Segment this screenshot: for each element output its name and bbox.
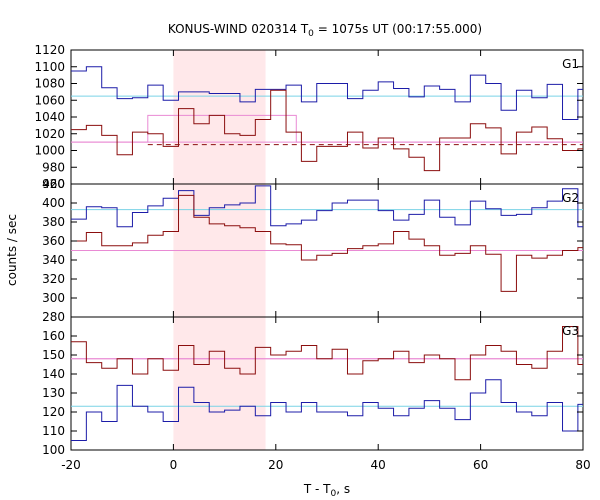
shaded-interval-G1	[173, 50, 266, 184]
y-tick-label-G1-1: 980	[42, 160, 65, 174]
y-tick-label-G3-5: 150	[42, 348, 65, 362]
x-tick-label-4: 60	[473, 458, 488, 472]
x-label-subscript: 0	[331, 489, 337, 499]
y-tick-label-G3-4: 140	[42, 367, 65, 381]
x-tick-label-0: -20	[61, 458, 81, 472]
series-G2-blue	[71, 185, 583, 228]
y-tick-label-G2-0: 280	[42, 310, 65, 324]
y-tick-label-G1-6: 1080	[34, 77, 65, 91]
y-tick-label-G2-7: 420	[42, 177, 65, 191]
title-subscript: 0	[308, 29, 314, 39]
panel-label-G3: G3	[562, 324, 579, 338]
y-tick-label-G2-1: 300	[42, 291, 65, 305]
series-G3-red	[71, 326, 583, 381]
series-G3-blue	[71, 379, 583, 441]
y-tick-label-G1-8: 1120	[34, 43, 65, 57]
y-tick-label-G1-0: 960	[42, 177, 65, 191]
y-tick-label-G1-4: 1040	[34, 110, 65, 124]
y-tick-label-G3-3: 130	[42, 386, 65, 400]
y-tick-label-G1-3: 1020	[34, 127, 65, 141]
x-tick-label-2: 20	[268, 458, 283, 472]
y-tick-label-G1-7: 1100	[34, 60, 65, 74]
y-tick-label-G2-4: 360	[42, 234, 65, 248]
series-G2-red	[71, 194, 583, 292]
panel-frame-G3	[70, 316, 584, 451]
y-tick-label-G1-2: 1000	[34, 144, 65, 158]
x-tick-label-3: 40	[371, 458, 386, 472]
shaded-interval-G3	[173, 317, 266, 450]
y-tick-label-G2-3: 340	[42, 253, 65, 267]
y-tick-label-G3-1: 110	[42, 424, 65, 438]
y-axis-label: counts / sec	[5, 214, 19, 286]
x-axis-label: T - T0, s	[303, 482, 350, 499]
y-tick-label-G3-2: 120	[42, 405, 65, 419]
series-layer	[71, 66, 583, 441]
y-tick-label-G2-5: 380	[42, 215, 65, 229]
panel-label-G2: G2	[562, 191, 579, 205]
y-tick-label-G3-0: 100	[42, 443, 65, 457]
series-G1-blue	[71, 66, 583, 121]
y-tick-label-G1-5: 1060	[34, 93, 65, 107]
y-tick-label-G2-6: 400	[42, 196, 65, 210]
pink-step-G1	[71, 114, 583, 143]
x-tick-label-1: 0	[170, 458, 178, 472]
chart-title: KONUS-WIND 020314 T0 = 1075s UT (00:17:5…	[168, 22, 482, 39]
x-tick-label-5: 80	[575, 458, 590, 472]
tick-layer: 9609801000102010401060108011001120G12803…	[34, 43, 590, 472]
panel-label-G1: G1	[562, 57, 579, 71]
y-tick-label-G2-2: 320	[42, 272, 65, 286]
y-tick-label-G3-6: 160	[42, 329, 65, 343]
series-G1-red	[71, 89, 583, 172]
